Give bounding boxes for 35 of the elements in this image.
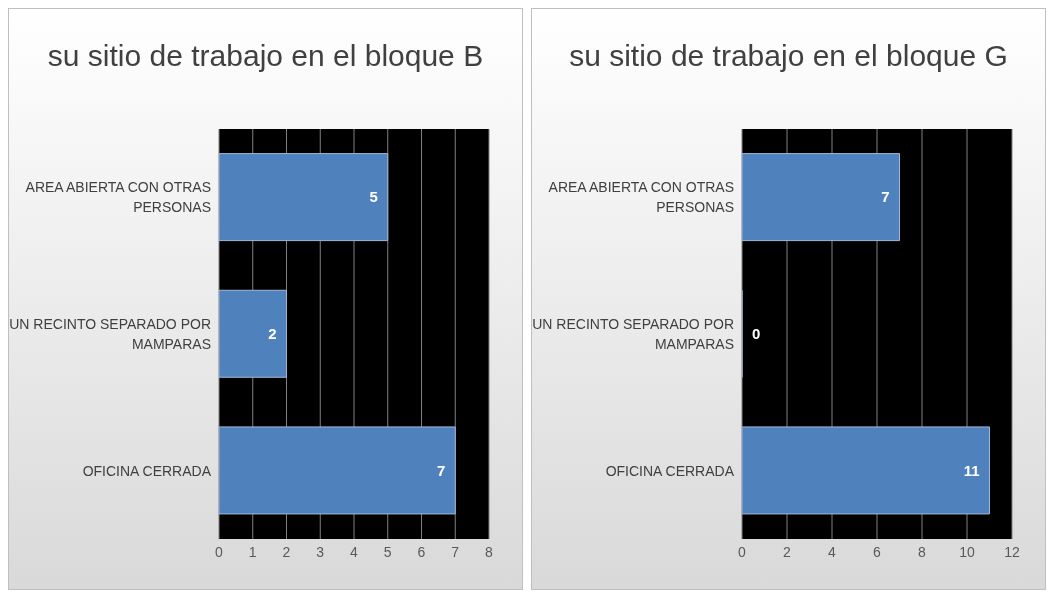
y-tick-label: OFICINA CERRADA bbox=[605, 462, 735, 479]
x-tick-label: 5 bbox=[383, 543, 392, 560]
x-tick-label: 2 bbox=[783, 543, 792, 560]
x-tick-label: 0 bbox=[215, 543, 224, 560]
bar bbox=[219, 153, 389, 242]
y-tick-label: AREA ABIERTA CON OTRAS PERSONAS bbox=[25, 179, 211, 216]
bar bbox=[742, 153, 900, 242]
bar bbox=[219, 289, 287, 378]
x-tick-label: 3 bbox=[316, 543, 325, 560]
x-tick-label: 8 bbox=[485, 543, 494, 560]
x-tick-label: 4 bbox=[350, 543, 359, 560]
x-tick-label: 8 bbox=[918, 543, 927, 560]
x-tick-label: 1 bbox=[248, 543, 257, 560]
x-tick-label: 6 bbox=[417, 543, 426, 560]
y-tick-label: OFICINA CERRADA bbox=[82, 462, 212, 479]
data-label: 2 bbox=[268, 325, 277, 343]
y-tick-label: UN RECINTO SEPARADO POR MAMPARAS bbox=[532, 315, 734, 352]
x-tick-label: 10 bbox=[959, 543, 975, 560]
x-tick-label: 2 bbox=[282, 543, 291, 560]
data-label: 7 bbox=[436, 461, 446, 479]
chart-title: su sitio de trabajo en el bloque B bbox=[46, 38, 485, 74]
bar bbox=[742, 426, 990, 515]
data-label: 7 bbox=[881, 188, 890, 206]
data-label: 11 bbox=[963, 461, 980, 479]
x-tick-label: 12 bbox=[1004, 543, 1020, 560]
chart-title: su sitio de trabajo en el bloque G bbox=[568, 38, 1009, 74]
x-tick-label: 6 bbox=[873, 543, 882, 560]
y-tick-label: AREA ABIERTA CON OTRAS PERSONAS bbox=[548, 179, 734, 216]
data-label: 0 bbox=[752, 325, 761, 343]
x-tick-label: 7 bbox=[451, 543, 460, 560]
y-tick-label: UN RECINTO SEPARADO POR MAMPARAS bbox=[9, 315, 211, 352]
x-tick-label: 0 bbox=[738, 543, 747, 560]
data-label: 5 bbox=[369, 188, 378, 206]
x-tick-label: 4 bbox=[828, 543, 837, 560]
bar bbox=[219, 426, 456, 515]
